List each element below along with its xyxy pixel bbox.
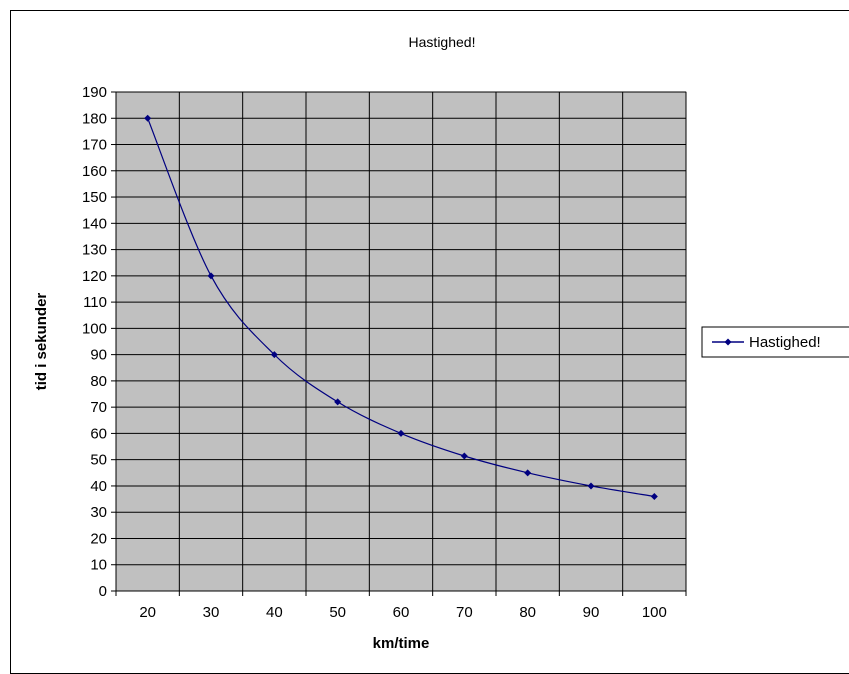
y-tick-label: 110 — [83, 294, 107, 311]
y-tick-label: 70 — [90, 399, 107, 416]
data-point-marker — [144, 114, 152, 122]
chart-frame: Hastighed! 0 10 20 30 40 50 60 70 80 90 100 110 120 1… — [10, 10, 849, 674]
plot-area — [115, 91, 687, 592]
y-tick-label: 160 — [82, 163, 107, 180]
y-axis-ticks: 0 10 20 30 40 50 60 70 80 90 100 110 120 130 140 150 160… — [82, 84, 116, 600]
x-axis-label: km/time — [373, 635, 430, 652]
y-tick-label: 40 — [90, 478, 107, 495]
data-point-marker — [587, 482, 595, 490]
x-tick-label: 80 — [519, 604, 536, 621]
y-tick-label: 170 — [82, 137, 107, 154]
y-tick-label: 90 — [90, 347, 107, 364]
y-tick-label: 50 — [90, 452, 107, 469]
x-tick-label: 30 — [203, 604, 220, 621]
legend: Hastighed! — [701, 326, 849, 358]
series-group — [144, 114, 658, 500]
y-tick-label: 190 — [82, 84, 107, 101]
y-tick-label: 140 — [82, 215, 107, 232]
x-tick-label: 70 — [456, 604, 473, 621]
y-tick-label: 60 — [90, 425, 107, 442]
data-point-marker — [207, 272, 215, 280]
chart-title: Hastighed! — [409, 34, 476, 50]
data-point-marker — [270, 351, 278, 359]
y-tick-label: 30 — [90, 504, 107, 521]
y-tick-label: 120 — [82, 268, 107, 285]
x-tick-label: 60 — [393, 604, 410, 621]
data-point-marker — [334, 398, 342, 406]
data-point-marker — [524, 469, 532, 477]
y-tick-label: 80 — [90, 373, 107, 390]
y-tick-label: 0 — [99, 583, 107, 600]
chart: Hastighed! 0 10 20 30 40 50 60 70 80 90 100 110 120 1… — [33, 34, 849, 652]
data-point-marker — [397, 429, 405, 437]
legend-label: Hastighed! — [749, 334, 821, 351]
y-tick-label: 100 — [82, 320, 107, 337]
x-axis-ticks: 20 30 40 50 60 70 80 90 100 — [115, 591, 687, 621]
legend-marker-icon — [724, 338, 732, 346]
x-tick-label: 90 — [583, 604, 600, 621]
x-tick-label: 20 — [139, 604, 156, 621]
x-tick-label: 50 — [329, 604, 346, 621]
y-tick-label: 20 — [90, 530, 107, 547]
data-point-marker — [650, 492, 658, 500]
x-tick-label: 40 — [266, 604, 283, 621]
y-tick-label: 150 — [82, 189, 107, 206]
data-point-marker — [460, 452, 468, 460]
y-tick-label: 180 — [82, 110, 107, 127]
y-tick-label: 130 — [82, 242, 107, 259]
y-tick-label: 10 — [90, 557, 107, 574]
x-tick-label: 100 — [642, 604, 667, 621]
y-axis-label: tid i sekunder — [33, 293, 50, 391]
